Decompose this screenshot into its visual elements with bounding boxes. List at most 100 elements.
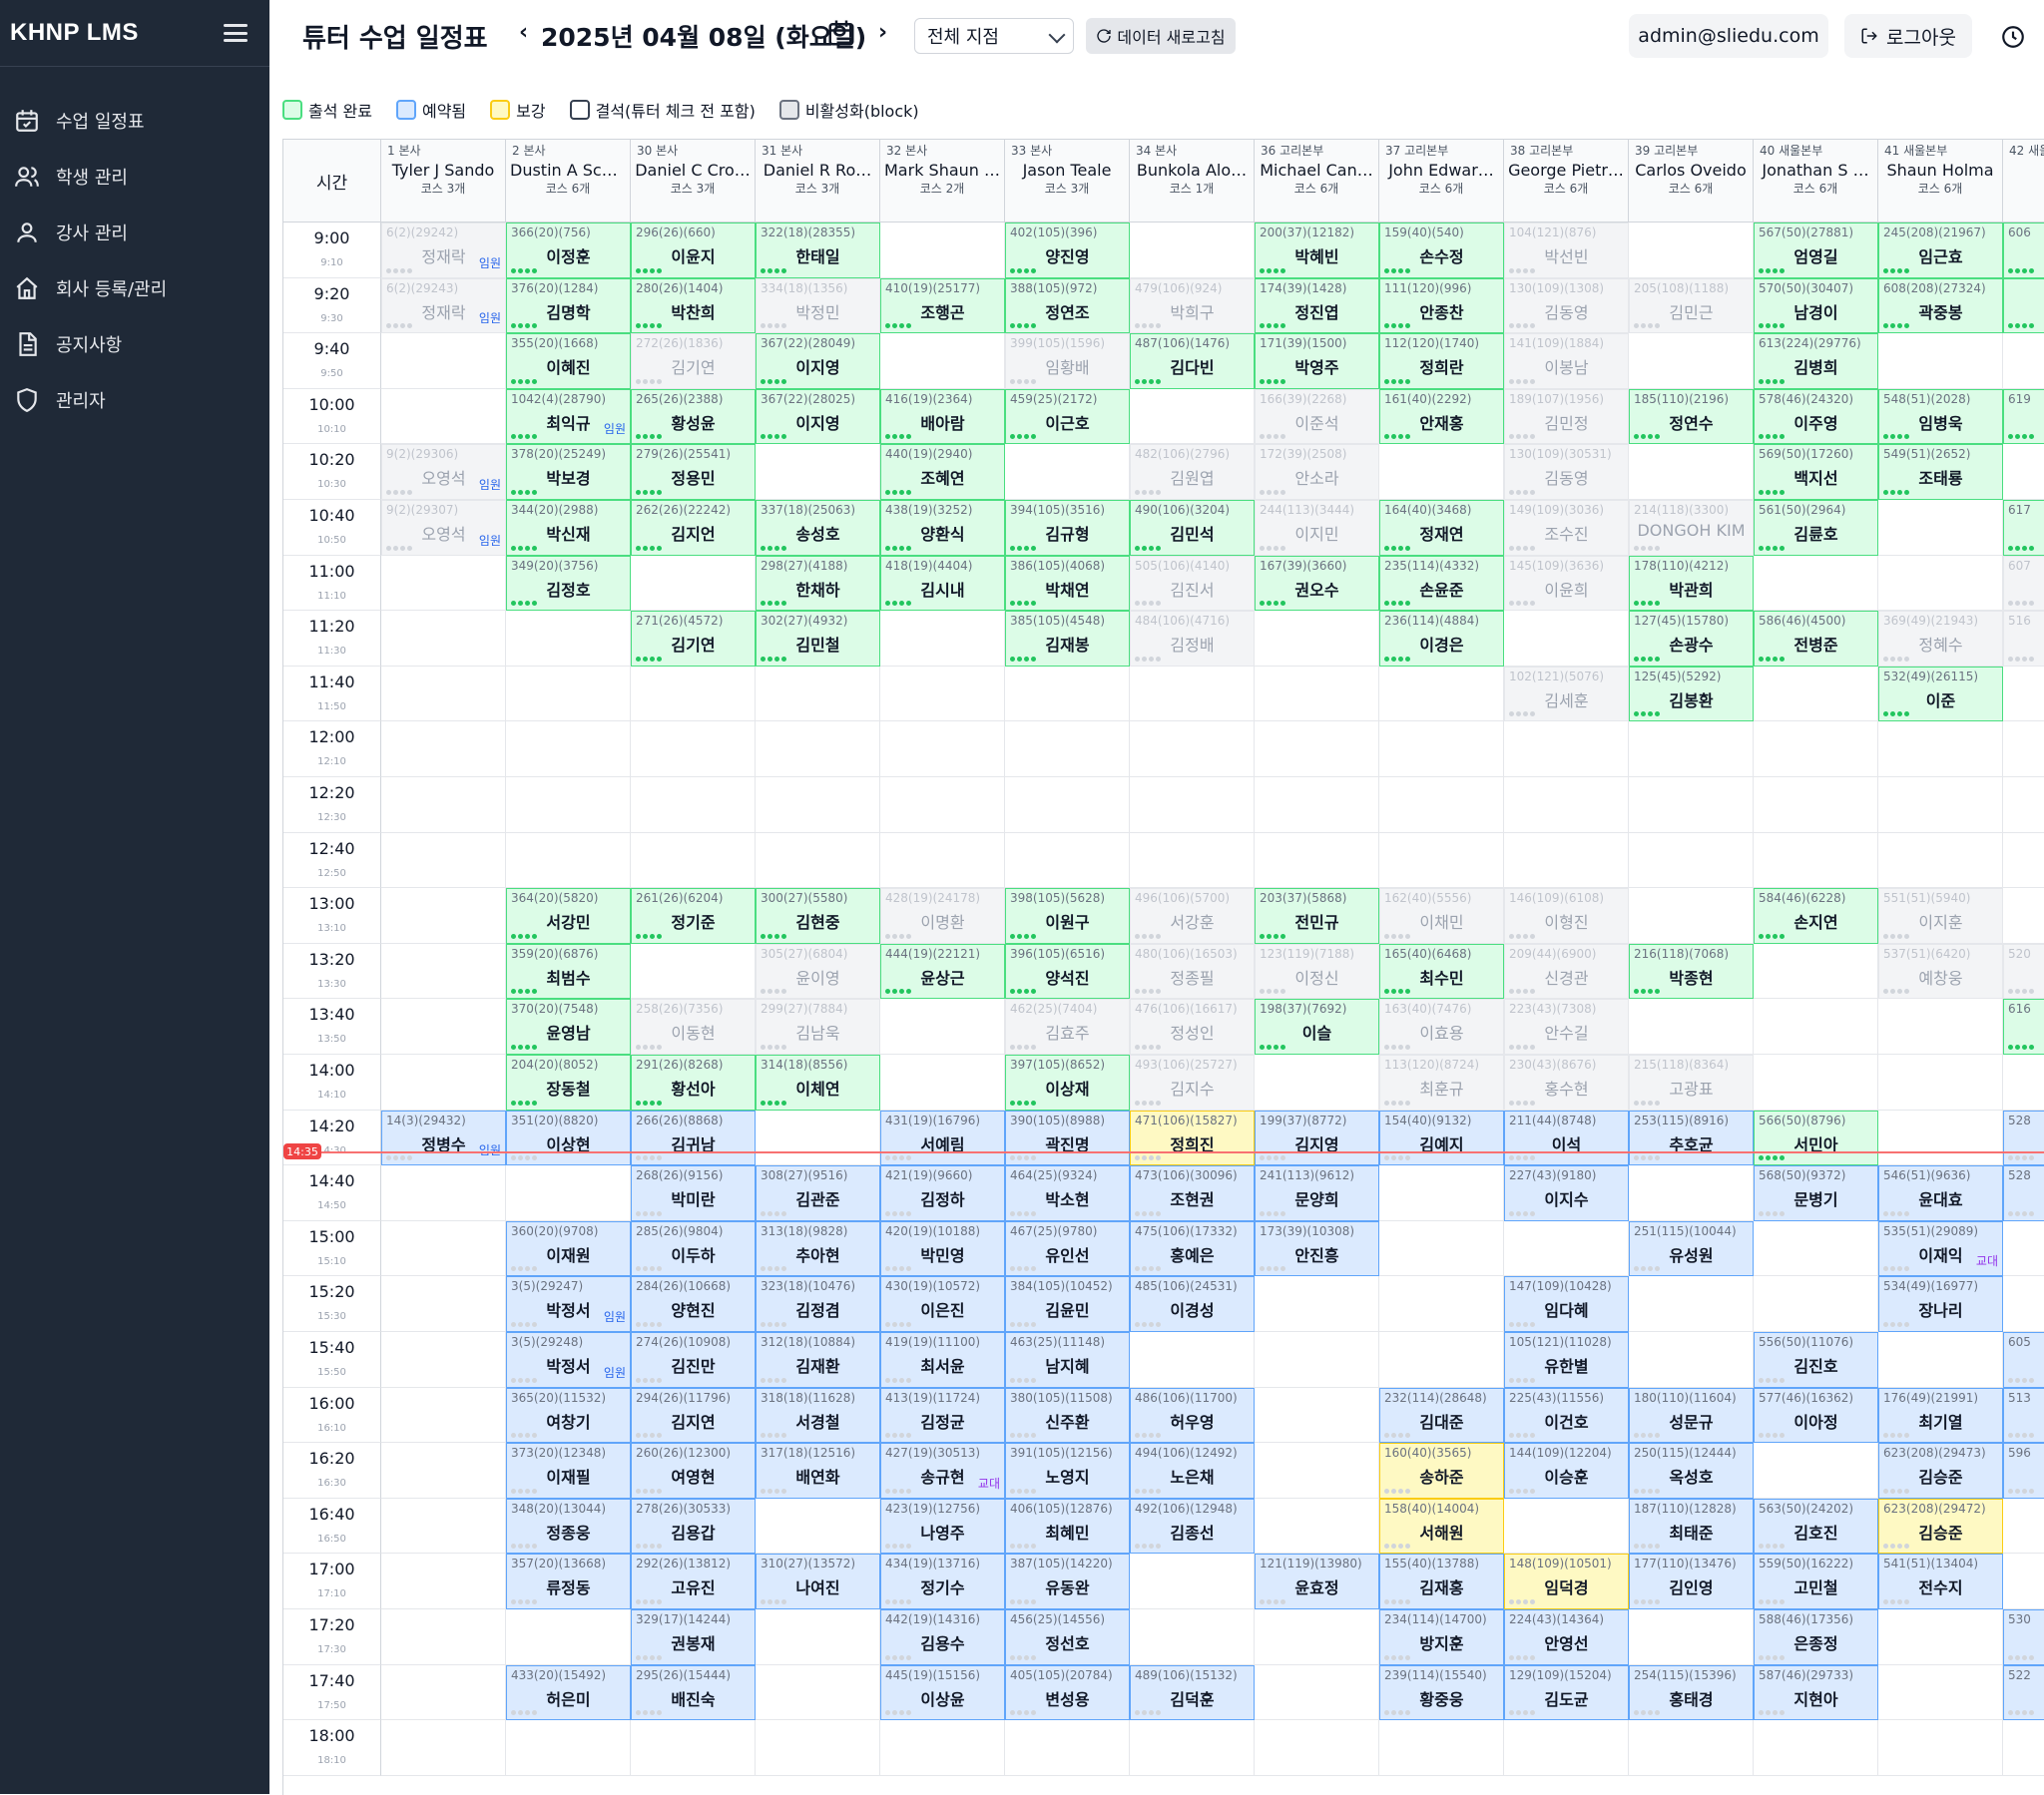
lesson-cell[interactable]: 423(19)(12756) 나영주: [880, 1498, 1005, 1555]
lesson-cell[interactable]: 268(26)(9156) 박미란: [631, 1165, 756, 1221]
lesson-cell[interactable]: 251(115)(10044) 유성원: [1629, 1220, 1754, 1277]
lesson-cell[interactable]: 176(49)(21991) 최기열: [1878, 1387, 2003, 1444]
lesson-cell[interactable]: 216(118)(7068) 박종현: [1629, 943, 1754, 1000]
lesson-cell[interactable]: 105(121)(11028) 유한별: [1504, 1332, 1629, 1388]
lesson-cell[interactable]: 522: [2003, 1664, 2044, 1721]
lesson-cell[interactable]: 113(120)(8724) 최훈규: [1379, 1055, 1504, 1111]
lesson-cell[interactable]: 357(20)(13668) 류정동: [506, 1554, 631, 1609]
lesson-cell[interactable]: 279(26)(25541) 정용민: [631, 444, 756, 500]
lesson-cell[interactable]: 215(118)(8364) 고광표: [1629, 1055, 1754, 1111]
lesson-cell[interactable]: 285(26)(9804) 이두하: [631, 1220, 756, 1277]
lesson-cell[interactable]: 148(109)(10501) 임덕경: [1504, 1554, 1629, 1609]
lesson-cell[interactable]: 149(109)(3036) 조수진: [1504, 500, 1629, 556]
lesson-cell[interactable]: 344(20)(2988) 박신재: [506, 500, 631, 556]
lesson-cell[interactable]: 130(109)(1308) 김동영: [1504, 277, 1629, 334]
lesson-cell[interactable]: 489(106)(15132) 김덕훈: [1130, 1664, 1255, 1721]
lesson-cell[interactable]: 314(18)(8556) 이체연: [756, 1055, 880, 1111]
lesson-cell[interactable]: 387(105)(14220) 유동완: [1005, 1554, 1130, 1609]
lesson-cell[interactable]: 284(26)(10668) 양현진: [631, 1276, 756, 1332]
lesson-cell[interactable]: 6(2)(29242) 정재락 임원: [381, 223, 506, 278]
user-email[interactable]: admin@sliedu.com: [1629, 14, 1828, 58]
lesson-cell[interactable]: 623(208)(29473) 김승준: [1878, 1443, 2003, 1499]
lesson-cell[interactable]: 291(26)(8268) 황선아: [631, 1055, 756, 1111]
lesson-cell[interactable]: 480(106)(16503) 정종필: [1130, 943, 1255, 1000]
lesson-cell[interactable]: 445(19)(15156) 이상윤: [880, 1664, 1005, 1721]
lesson-cell[interactable]: 364(20)(5820) 서강민: [506, 888, 631, 944]
lesson-cell[interactable]: 456(25)(14556) 정선호: [1005, 1609, 1130, 1665]
lesson-cell[interactable]: 405(105)(20784) 변성용: [1005, 1664, 1130, 1721]
lesson-cell[interactable]: 355(20)(1668) 이혜진: [506, 333, 631, 389]
lesson-cell[interactable]: 274(26)(10908) 김진만: [631, 1332, 756, 1388]
lesson-cell[interactable]: 127(45)(15780) 손광수: [1629, 611, 1754, 667]
lesson-cell[interactable]: [2003, 277, 2044, 334]
lesson-cell[interactable]: 534(49)(16977) 장나리: [1878, 1276, 2003, 1332]
lesson-cell[interactable]: 239(114)(15540) 황중웅: [1379, 1664, 1504, 1721]
lesson-cell[interactable]: 473(106)(30096) 조현권: [1130, 1165, 1255, 1221]
lesson-cell[interactable]: 102(121)(5076) 김세훈: [1504, 666, 1629, 722]
lesson-cell[interactable]: 334(18)(1356) 박정민: [756, 277, 880, 334]
lesson-cell[interactable]: 492(106)(12948) 김종선: [1130, 1498, 1255, 1555]
lesson-cell[interactable]: 535(51)(29089) 이재익 교대: [1878, 1220, 2003, 1277]
lesson-cell[interactable]: 369(49)(21943) 정혜수: [1878, 611, 2003, 667]
lesson-cell[interactable]: 260(26)(12300) 여영현: [631, 1443, 756, 1499]
lesson-cell[interactable]: 376(20)(1284) 김명학: [506, 277, 631, 334]
lesson-cell[interactable]: 607: [2003, 555, 2044, 612]
lesson-cell[interactable]: 586(46)(4500) 전병준: [1754, 611, 1878, 667]
lesson-cell[interactable]: 244(113)(3444) 이지민: [1255, 500, 1379, 556]
sidebar-item-5[interactable]: 관리자: [0, 372, 269, 428]
lesson-cell[interactable]: 528: [2003, 1165, 2044, 1221]
lesson-cell[interactable]: 462(25)(7404) 김효주: [1005, 999, 1130, 1055]
lesson-cell[interactable]: 348(20)(13044) 정종웅: [506, 1498, 631, 1555]
clock-icon[interactable]: [2000, 24, 2026, 50]
lesson-cell[interactable]: 566(50)(8796) 서민아: [1754, 1110, 1878, 1166]
sidebar-item-4[interactable]: 공지사항: [0, 316, 269, 372]
lesson-cell[interactable]: 367(22)(28049) 이지영: [756, 333, 880, 389]
lesson-cell[interactable]: 147(109)(10428) 임다혜: [1504, 1276, 1629, 1332]
lesson-cell[interactable]: 370(20)(7548) 윤영남: [506, 999, 631, 1055]
branch-select[interactable]: 전체 지점: [914, 18, 1074, 54]
lesson-cell[interactable]: 476(106)(16617) 정성인: [1130, 999, 1255, 1055]
lesson-cell[interactable]: 317(18)(12516) 배연화: [756, 1443, 880, 1499]
lesson-cell[interactable]: 173(39)(10308) 안진흥: [1255, 1220, 1379, 1277]
lesson-cell[interactable]: 205(108)(1188) 김민근: [1629, 277, 1754, 334]
lesson-cell[interactable]: 367(22)(28025) 이지영: [756, 388, 880, 445]
lesson-cell[interactable]: 225(43)(11556) 이건호: [1504, 1387, 1629, 1444]
lesson-cell[interactable]: 516: [2003, 611, 2044, 667]
lesson-cell[interactable]: 3(5)(29247) 박정서 임원: [506, 1276, 631, 1332]
lesson-cell[interactable]: 112(120)(1740) 정희란: [1379, 333, 1504, 389]
lesson-cell[interactable]: 230(43)(8676) 홍수현: [1504, 1055, 1629, 1111]
lesson-cell[interactable]: 141(109)(1884) 이봉남: [1504, 333, 1629, 389]
lesson-cell[interactable]: 549(51)(2652) 조태룡: [1878, 444, 2003, 500]
lesson-cell[interactable]: 479(106)(924) 박희구: [1130, 277, 1255, 334]
lesson-cell[interactable]: 146(109)(6108) 이형진: [1504, 888, 1629, 944]
lesson-cell[interactable]: 410(19)(25177) 조행곤: [880, 277, 1005, 334]
lesson-cell[interactable]: 158(40)(14004) 서해원: [1379, 1498, 1504, 1555]
lesson-cell[interactable]: 513: [2003, 1387, 2044, 1444]
lesson-cell[interactable]: 430(19)(10572) 이은진: [880, 1276, 1005, 1332]
lesson-cell[interactable]: 104(121)(876) 박선빈: [1504, 223, 1629, 278]
lesson-cell[interactable]: 390(105)(8988) 곽진명: [1005, 1110, 1130, 1166]
lesson-cell[interactable]: 386(105)(4068) 박채연: [1005, 555, 1130, 612]
lesson-cell[interactable]: 351(20)(8820) 이상현: [506, 1110, 631, 1166]
lesson-cell[interactable]: 419(19)(11100) 최서윤: [880, 1332, 1005, 1388]
sidebar-item-2[interactable]: 강사 관리: [0, 205, 269, 260]
lesson-cell[interactable]: 399(105)(1596) 임황배: [1005, 333, 1130, 389]
lesson-cell[interactable]: 486(106)(11700) 허우영: [1130, 1387, 1255, 1444]
lesson-cell[interactable]: 262(26)(22242) 김지언: [631, 500, 756, 556]
lesson-cell[interactable]: 397(105)(8652) 이상재: [1005, 1055, 1130, 1111]
lesson-cell[interactable]: 616: [2003, 999, 2044, 1055]
lesson-cell[interactable]: 360(20)(9708) 이재원: [506, 1220, 631, 1277]
refresh-button[interactable]: 데이터 새로고침: [1086, 18, 1236, 54]
lesson-cell[interactable]: 587(46)(29733) 지현아: [1754, 1664, 1878, 1721]
lesson-cell[interactable]: 394(105)(3516) 김규형: [1005, 500, 1130, 556]
lesson-cell[interactable]: 254(115)(15396) 홍태경: [1629, 1664, 1754, 1721]
lesson-cell[interactable]: 391(105)(12156) 노영지: [1005, 1443, 1130, 1499]
lesson-cell[interactable]: 329(17)(14244) 권봉재: [631, 1609, 756, 1665]
lesson-cell[interactable]: 302(27)(4932) 김민철: [756, 611, 880, 667]
lesson-cell[interactable]: 159(40)(540) 손수정: [1379, 223, 1504, 278]
lesson-cell[interactable]: 1042(4)(28790) 최익규 임원: [506, 388, 631, 445]
lesson-cell[interactable]: 161(40)(2292) 안재홍: [1379, 388, 1504, 445]
lesson-cell[interactable]: 162(40)(5556) 이채민: [1379, 888, 1504, 944]
lesson-cell[interactable]: 308(27)(9516) 김관준: [756, 1165, 880, 1221]
lesson-cell[interactable]: 494(106)(12492) 노은채: [1130, 1443, 1255, 1499]
